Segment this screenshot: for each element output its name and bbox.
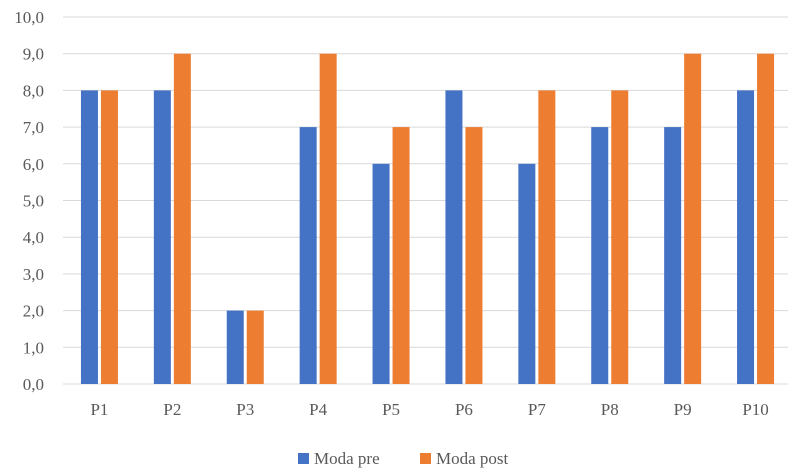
x-tick-label: P10 — [742, 400, 768, 419]
legend: Moda pre Moda post — [298, 449, 509, 468]
bar-moda-post — [173, 53, 191, 384]
x-tick-label: P3 — [236, 400, 254, 419]
y-tick-label: 4,0 — [23, 228, 44, 247]
bar-moda-post — [757, 53, 775, 384]
y-tick-label: 9,0 — [23, 45, 44, 64]
y-axis-ticks: 0,0 1,0 2,0 3,0 4,0 5,0 6,0 7,0 8,0 9,0 10,0 — [14, 8, 44, 394]
legend-label: Moda pre — [314, 449, 380, 468]
bar-moda-post — [246, 310, 264, 384]
y-tick-label: 5,0 — [23, 192, 44, 211]
y-tick-label: 10,0 — [14, 8, 44, 27]
bar-moda-pre — [737, 90, 755, 385]
x-tick-label: P7 — [528, 400, 546, 419]
bar-moda-post — [100, 90, 118, 385]
x-tick-label: P6 — [455, 400, 473, 419]
y-tick-label: 0,0 — [23, 375, 44, 394]
x-tick-label: P4 — [309, 400, 327, 419]
y-tick-label: 8,0 — [23, 81, 44, 100]
bar-moda-pre — [591, 127, 609, 384]
bar-moda-post — [392, 127, 410, 384]
bar-moda-pre — [664, 127, 682, 384]
bar-moda-pre — [445, 90, 463, 385]
x-tick-label: P8 — [601, 400, 619, 419]
bars — [80, 53, 775, 385]
legend-swatch — [420, 453, 431, 464]
bar-moda-post — [684, 53, 702, 384]
y-tick-label: 3,0 — [23, 265, 44, 284]
x-tick-label: P5 — [382, 400, 400, 419]
y-tick-label: 6,0 — [23, 155, 44, 174]
bar-moda-pre — [299, 127, 317, 384]
bar-moda-pre — [226, 310, 244, 384]
bar-moda-post — [465, 127, 483, 384]
bar-moda-pre — [372, 163, 390, 384]
x-axis-ticks: P1 P2 P3 P4 P5 P6 P7 P8 P9 P10 — [90, 400, 768, 419]
bar-moda-pre — [80, 90, 98, 385]
y-tick-label: 1,0 — [23, 338, 44, 357]
x-tick-label: P2 — [163, 400, 181, 419]
bar-moda-post — [319, 53, 337, 384]
x-tick-label: P9 — [674, 400, 692, 419]
x-tick-label: P1 — [90, 400, 108, 419]
y-tick-label: 7,0 — [23, 118, 44, 137]
legend-label: Moda post — [436, 449, 509, 468]
bar-moda-pre — [153, 90, 171, 385]
bar-moda-post — [611, 90, 629, 385]
bar-moda-post — [538, 90, 556, 385]
bar-moda-pre — [518, 163, 536, 384]
y-tick-label: 2,0 — [23, 302, 44, 321]
legend-swatch — [298, 453, 309, 464]
